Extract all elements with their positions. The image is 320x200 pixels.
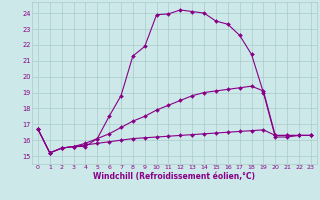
X-axis label: Windchill (Refroidissement éolien,°C): Windchill (Refroidissement éolien,°C) [93,172,255,181]
